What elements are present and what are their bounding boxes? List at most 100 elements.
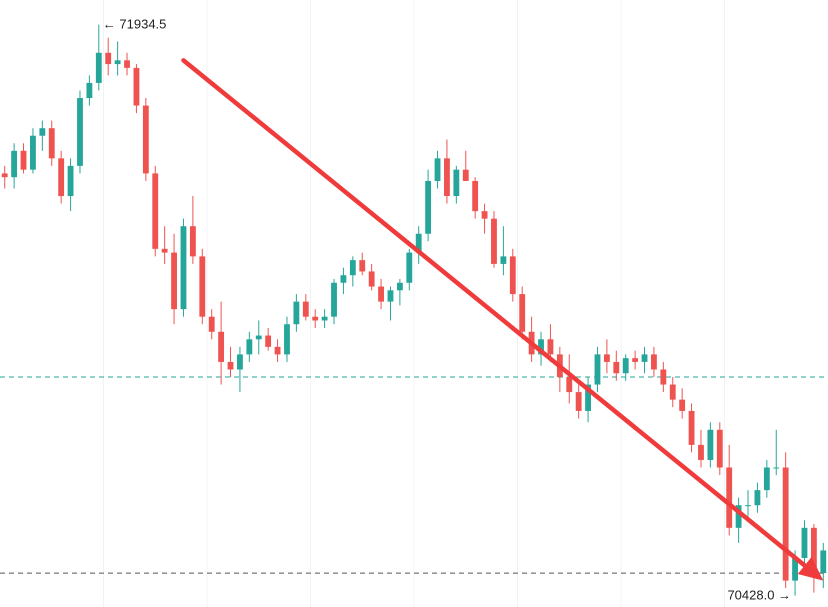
candle-body [208, 316, 215, 332]
candle-body [453, 169, 460, 197]
candle-body [519, 294, 526, 332]
candle [763, 459, 770, 498]
candle [726, 444, 733, 536]
candle [331, 278, 337, 325]
candle [575, 384, 582, 419]
candle [11, 143, 18, 189]
candle-body [331, 282, 337, 317]
candle [641, 346, 648, 374]
candle-body [613, 361, 620, 374]
candle [284, 316, 290, 362]
candle [133, 64, 140, 114]
candle-body [312, 316, 319, 321]
candle-body [500, 256, 507, 264]
candle-body [547, 339, 554, 355]
candle [218, 301, 225, 385]
trend-arrow-head [797, 556, 824, 581]
candle-body [161, 248, 168, 253]
candle [227, 346, 234, 378]
candle [39, 120, 46, 151]
candle [67, 158, 74, 212]
trend-arrow [181, 58, 824, 581]
candle [349, 256, 356, 287]
candle [387, 286, 394, 321]
candle-body [651, 354, 657, 370]
candle-body [481, 211, 488, 219]
candle [716, 422, 723, 476]
candle-body [810, 527, 817, 574]
candle [237, 346, 243, 393]
candle [481, 203, 488, 234]
candle-body [632, 358, 639, 362]
candle [613, 350, 620, 381]
candle-body [698, 444, 704, 460]
candle-body [86, 82, 93, 99]
candle [255, 320, 262, 355]
candle [651, 346, 657, 378]
candle-body [274, 346, 281, 355]
candle [114, 41, 121, 76]
candle [180, 218, 187, 317]
candle [745, 490, 751, 517]
candle [509, 248, 516, 302]
candle-body [773, 467, 780, 469]
candle-body [566, 377, 573, 393]
candle-body [67, 165, 74, 197]
candle [189, 196, 196, 264]
candle-body [820, 550, 827, 574]
candle-body [246, 339, 253, 355]
candle [453, 165, 460, 204]
candle [312, 309, 319, 329]
candle-body [265, 335, 272, 347]
candle-body [415, 233, 422, 253]
candle [58, 150, 65, 204]
candle-body [124, 60, 130, 68]
candle-body [321, 316, 328, 321]
candle [415, 226, 422, 264]
candle [773, 429, 780, 476]
candle [622, 354, 629, 381]
candle [782, 452, 789, 589]
candle [105, 37, 112, 76]
candle [77, 90, 83, 174]
candle-body [716, 429, 723, 468]
candle-body [349, 260, 356, 276]
candle [547, 324, 554, 362]
price-levels [0, 376, 828, 574]
candle-body [302, 301, 309, 317]
candle [265, 328, 272, 351]
candle-body [293, 301, 300, 325]
candle-body [603, 354, 610, 362]
candle [810, 524, 817, 593]
candle-body [30, 135, 36, 170]
candle-body [472, 180, 479, 212]
candle-body [754, 490, 761, 506]
candle [585, 377, 591, 423]
candle-body [444, 158, 450, 197]
candle-body [114, 60, 121, 65]
candle-body [396, 282, 403, 291]
candle [519, 286, 526, 340]
candle-body [491, 218, 497, 264]
candle-body [538, 339, 544, 355]
candle-body [622, 358, 629, 374]
grid-lines [103, 0, 725, 607]
candle-body [688, 410, 695, 445]
candle-body [227, 361, 234, 370]
candle [434, 150, 441, 189]
candle [95, 24, 102, 91]
candle [302, 294, 309, 321]
trend-arrow-shaft [181, 58, 807, 568]
candle [707, 422, 714, 468]
candle-body [509, 256, 516, 295]
candle-body [77, 98, 83, 166]
candle [340, 267, 347, 295]
candle [274, 339, 281, 362]
candle-body [462, 169, 469, 181]
candle-body [378, 286, 384, 302]
candle-body [340, 275, 347, 283]
candle-body [20, 150, 27, 170]
candle [199, 248, 206, 325]
candle-body [585, 384, 591, 411]
candle-body [95, 52, 102, 83]
